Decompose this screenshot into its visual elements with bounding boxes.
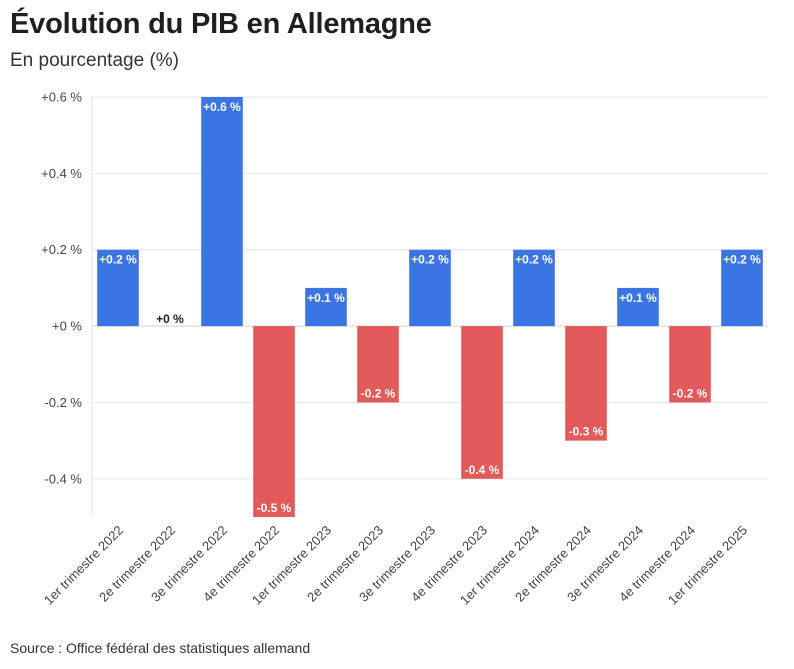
y-tick-label: -0.2 % (44, 395, 82, 410)
y-tick-label: +0.2 % (41, 242, 82, 257)
data-label: +0.1 % (619, 291, 657, 305)
data-labels: +0.2 % +0 % +0.6 % -0.5 % +0.1 % -0.2 % +0.2 %… (99, 100, 761, 515)
data-label: +0.2 % (411, 253, 449, 267)
bars (97, 97, 763, 517)
data-label: +0.2 % (99, 253, 137, 267)
bar (357, 326, 399, 403)
data-label: -0.3 % (569, 425, 604, 439)
chart-subtitle: En pourcentage (%) (10, 50, 179, 71)
data-label: -0.2 % (361, 386, 396, 400)
bar (305, 287, 347, 327)
data-label: +0.1 % (307, 291, 345, 305)
chart-title: Évolution du PIB en Allemagne (10, 8, 432, 40)
y-tick-label: -0.4 % (44, 471, 82, 486)
bar (97, 249, 139, 327)
bar (461, 326, 503, 479)
data-label: +0.6 % (203, 100, 241, 114)
data-label: -0.5 % (257, 501, 292, 515)
y-tick-label: +0.6 % (41, 90, 82, 105)
bar (617, 287, 659, 327)
data-label: +0.2 % (723, 253, 761, 267)
data-label: -0.2 % (673, 386, 708, 400)
y-tick-label: +0 % (52, 319, 82, 334)
source-note: Source : Office fédéral des statistiques… (10, 640, 311, 656)
bar (201, 97, 243, 327)
bar (721, 249, 763, 327)
data-label: +0 % (156, 312, 184, 326)
bar (409, 249, 451, 327)
y-tick-label: +0.4 % (41, 166, 82, 181)
bar (565, 326, 607, 441)
bar (513, 249, 555, 327)
bar (253, 326, 295, 517)
data-label: -0.4 % (465, 463, 500, 477)
bar (669, 326, 711, 403)
data-label: +0.2 % (515, 253, 553, 267)
y-axis: +0.6 % +0.4 % +0.2 % +0 % -0.2 % -0.4 % (41, 90, 93, 517)
